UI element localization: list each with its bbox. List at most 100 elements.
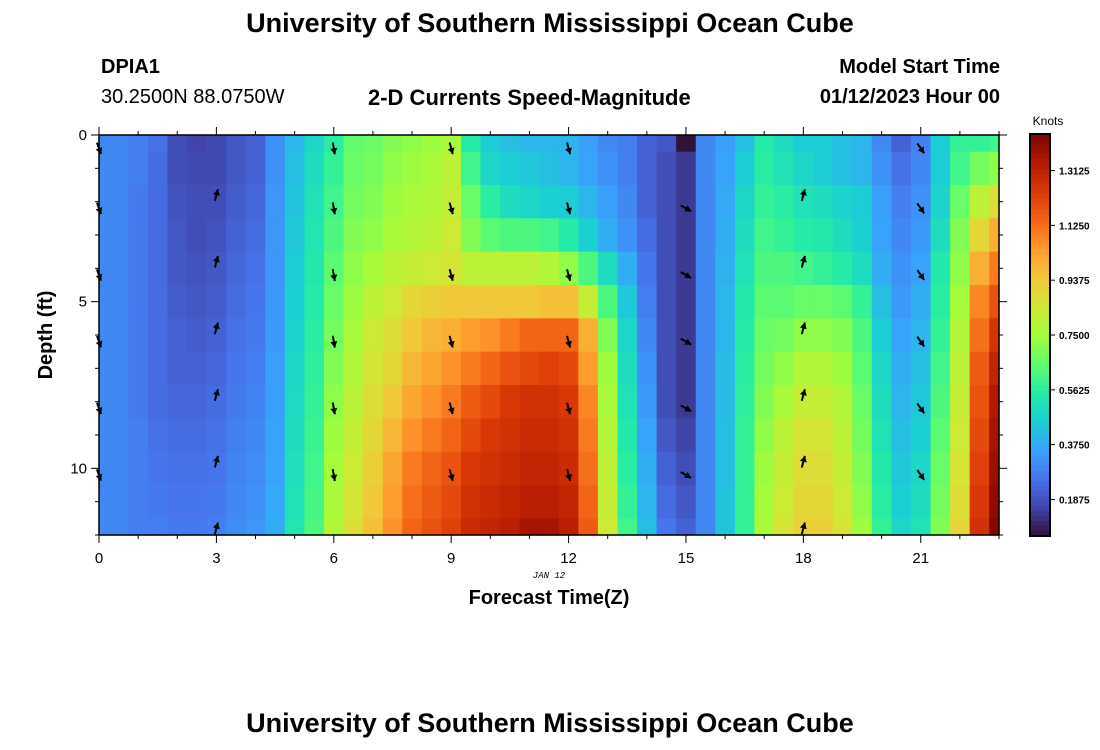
heatmap-cell [617,451,638,486]
heatmap-cell [363,218,384,253]
heatmap-cell [500,218,521,253]
heatmap-cell [852,518,873,536]
heatmap-cell [617,151,638,186]
heatmap-cell [167,351,188,386]
heatmap-cell [363,285,384,319]
current-vector-head [213,522,220,530]
heatmap-cell [363,318,384,353]
heatmap-cell [578,351,599,386]
heatmap-cell [500,451,521,486]
heatmap-cell [500,251,521,286]
colorbar-segment [1030,350,1050,356]
heatmap-cell [891,485,912,519]
heatmap-cell [969,485,990,519]
colorbar-segment [1030,194,1050,200]
heatmap-cell [871,218,892,253]
heatmap-cell [382,418,403,453]
colorbar-segment [1030,410,1050,417]
heatmap-cell [871,451,892,486]
heatmap-cell [304,518,325,536]
colorbar-segment [1030,495,1050,502]
heatmap-cell [813,418,834,453]
heatmap-cell [108,185,129,219]
heatmap-cell [754,218,775,253]
heatmap-cell [382,385,403,419]
heatmap-cell [460,318,482,353]
colorbar-segment [1030,164,1050,170]
heatmap-cell [284,351,306,386]
heatmap-cell [147,518,169,536]
colorbar-segment [1030,229,1050,236]
colorbar-label: Knots [1033,114,1064,128]
heatmap-cell [128,151,149,186]
heatmap-cell [715,418,736,453]
heatmap-cell [460,218,482,253]
heatmap-cell [167,385,188,419]
heatmap-cell [969,518,990,536]
heatmap-cell [930,485,951,519]
current-vector [565,468,572,482]
colorbar-tick-label: 0.3750 [1059,441,1090,452]
current-vector [680,471,692,479]
heatmap-cell [832,251,853,286]
heatmap-cell [989,385,1000,419]
current-vector-head [684,205,692,212]
heatmap-cell [578,151,599,186]
heatmap-cell [950,518,971,536]
heatmap-cell [676,135,697,153]
current-vector [565,142,572,155]
heatmap-cells [99,135,1000,536]
heatmap-cell [382,518,403,536]
heatmap-cell [871,318,892,353]
heatmap-cell [774,318,795,353]
heatmap-cell [245,351,266,386]
current-vector-head [917,406,925,414]
heatmap-cell [187,518,208,536]
heatmap-cell [167,451,188,486]
heatmap-cell [813,385,834,419]
heatmap-cell [910,135,932,153]
heatmap-cell [617,251,638,286]
heatmap-cell [245,251,266,286]
heatmap-cell [402,151,423,186]
heatmap-cell [989,418,1000,453]
heatmap-cell [128,318,149,353]
heatmap-cell [832,135,853,153]
heatmap-cell [99,151,110,186]
heatmap-cell [304,218,325,253]
heatmap-cell [695,351,716,386]
heatmap-cell [871,135,892,153]
heatmap-cell [128,135,149,153]
current-vector-head [799,455,807,463]
heatmap-cell [578,385,599,419]
heatmap-cell [480,218,501,253]
heatmap-cell [460,385,482,419]
current-vector [680,337,692,346]
heatmap-cell [147,385,169,419]
heatmap-cell [597,385,619,419]
heatmap-cell [441,351,462,386]
colorbar-segment [1030,254,1050,261]
heatmap-cell [637,285,658,319]
current-vector-head [213,322,220,330]
heatmap-cell [245,185,266,219]
heatmap-cell [793,185,814,219]
heatmap-cell [187,351,208,386]
heatmap-cell [108,218,129,253]
heatmap-cell [852,251,873,286]
heatmap-cell [187,418,208,453]
current-vector [213,188,220,202]
heatmap-cell [99,135,110,153]
heatmap-cell [813,485,834,519]
heatmap-cell [558,251,579,286]
heatmap-cell [441,518,462,536]
heatmap-cell [480,151,501,186]
heatmap-cell [480,418,501,453]
heatmap-cell [265,418,286,453]
current-vector-head [213,255,220,263]
heatmap-cell [578,318,599,353]
heatmap-cell [950,218,971,253]
colorbar-tick-label: 0.5625 [1059,386,1090,397]
heatmap-cell [734,285,756,319]
heatmap-cell [871,418,892,453]
